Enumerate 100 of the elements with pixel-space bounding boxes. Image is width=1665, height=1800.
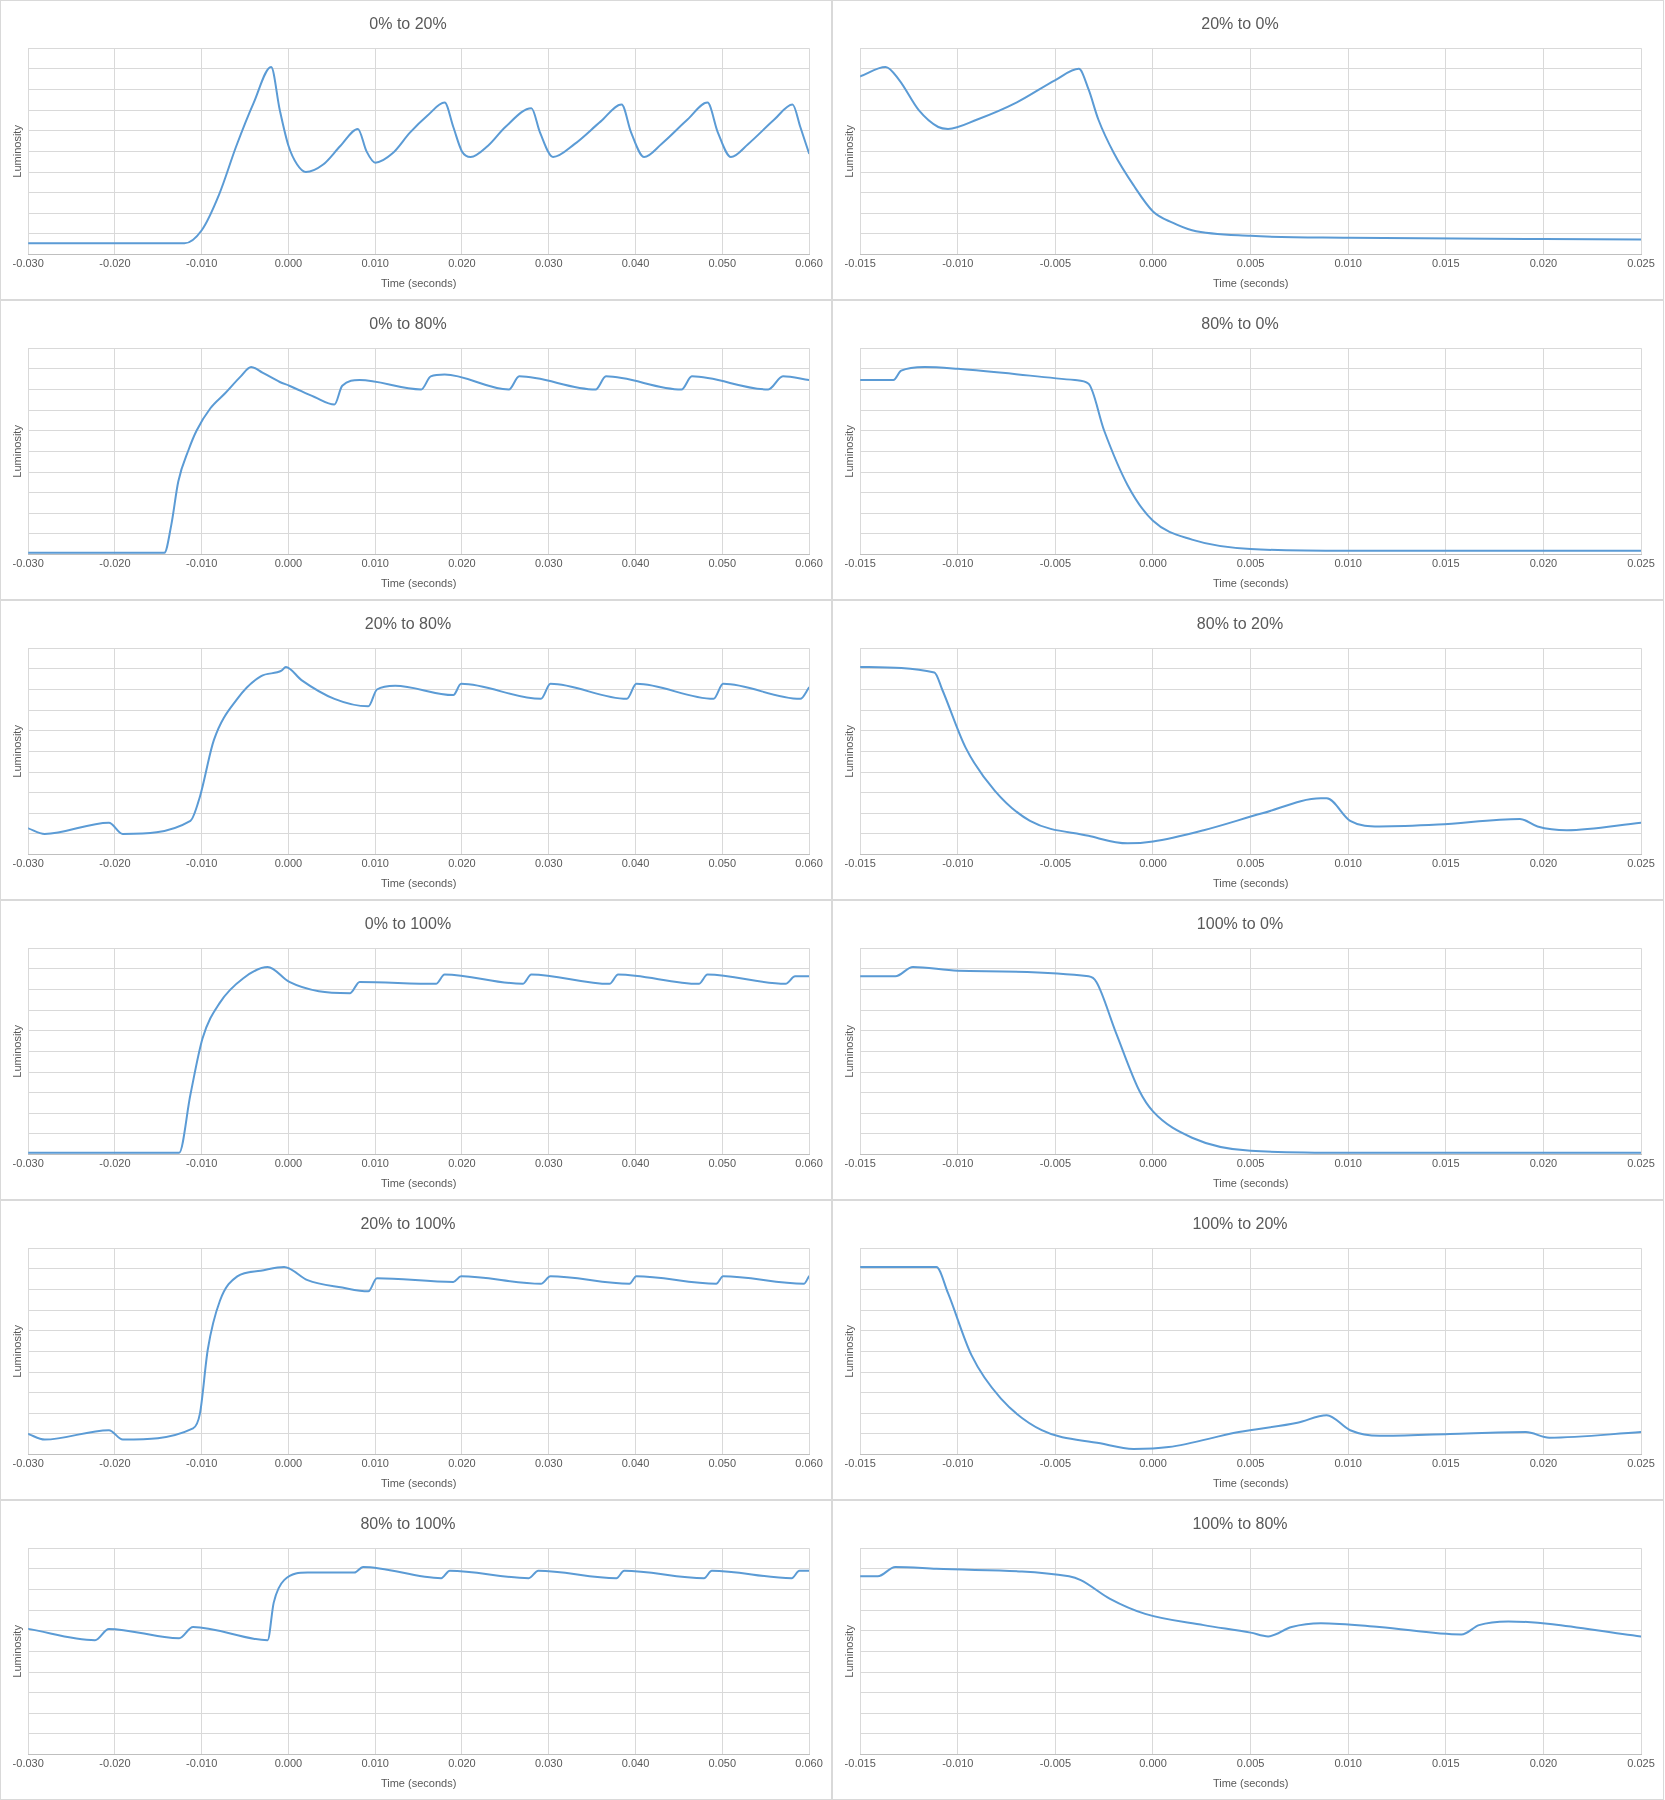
x-tick-label: 0.010	[1334, 557, 1362, 570]
x-tick-label: -0.030	[12, 1757, 44, 1770]
y-axis-title: Luminosity	[842, 1324, 855, 1378]
x-tick-label: -0.005	[1039, 1757, 1071, 1770]
x-tick-label: 0.060	[795, 857, 823, 870]
x-tick-label: 0.050	[708, 1157, 737, 1170]
chart-title: 0% to 20%	[369, 15, 447, 33]
x-tick-label: 0.020	[448, 257, 476, 270]
y-axis-title: Luminosity	[10, 1624, 23, 1678]
x-tick-label: 0.025	[1627, 1157, 1655, 1170]
y-axis-title: Luminosity	[10, 1024, 23, 1078]
y-axis-title: Luminosity	[10, 1324, 23, 1378]
x-tick-label: 0.015	[1432, 1457, 1460, 1470]
chart-title: 80% to 0%	[1201, 315, 1279, 333]
x-tick-label: 0.050	[708, 1457, 737, 1470]
x-tick-label: 0.040	[621, 257, 650, 270]
x-tick-label: 0.010	[361, 257, 389, 270]
x-tick-label: 0.000	[274, 1157, 303, 1170]
x-tick-label: 0.030	[534, 557, 563, 570]
x-axis-title: Time (seconds)	[1212, 277, 1289, 290]
x-tick-label: 0.000	[1139, 257, 1167, 270]
chart-title: 80% to 20%	[1196, 615, 1284, 633]
x-tick-label: 0.005	[1236, 1757, 1265, 1770]
x-tick-label: 0.060	[795, 257, 823, 270]
x-tick-label: 0.060	[795, 1157, 823, 1170]
x-axis-title: Time (seconds)	[380, 277, 457, 290]
x-tick-label: -0.010	[186, 257, 218, 270]
chart-title: 80% to 100%	[360, 1515, 456, 1533]
x-tick-label: 0.020	[1529, 1457, 1558, 1470]
x-tick-label: 0.050	[708, 857, 737, 870]
y-axis-title: Luminosity	[10, 424, 23, 478]
x-tick-label: 0.010	[1334, 1457, 1362, 1470]
y-axis-title: Luminosity	[842, 124, 855, 178]
x-tick-label: 0.020	[448, 857, 476, 870]
x-tick-label: 0.050	[708, 1757, 737, 1770]
x-tick-label: 0.005	[1236, 857, 1265, 870]
x-tick-label: -0.010	[186, 1457, 218, 1470]
y-axis-title: Luminosity	[842, 1624, 855, 1678]
x-tick-label: -0.020	[99, 1157, 131, 1170]
x-tick-label: 0.040	[621, 557, 650, 570]
x-tick-label: 0.030	[534, 1457, 563, 1470]
x-tick-label: -0.005	[1039, 257, 1071, 270]
x-tick-label: 0.060	[795, 1457, 823, 1470]
y-axis-title: Luminosity	[842, 1024, 855, 1078]
x-tick-label: 0.005	[1236, 1157, 1265, 1170]
chart-title: 0% to 100%	[364, 915, 452, 933]
x-tick-label: 0.010	[1334, 1757, 1362, 1770]
x-tick-label: 0.000	[1139, 1457, 1167, 1470]
chart-title: 100% to 0%	[1196, 915, 1284, 933]
x-tick-label: -0.030	[12, 1157, 44, 1170]
x-tick-label: 0.020	[1529, 1757, 1558, 1770]
x-tick-label: 0.020	[1529, 1157, 1558, 1170]
x-tick-label: 0.020	[448, 1457, 476, 1470]
x-tick-label: 0.010	[361, 857, 389, 870]
x-tick-label: 0.040	[621, 1757, 650, 1770]
x-tick-label: -0.015	[844, 1157, 876, 1170]
x-tick-label: 0.000	[274, 257, 303, 270]
x-tick-label: 0.000	[274, 557, 303, 570]
x-tick-label: 0.015	[1432, 857, 1460, 870]
x-tick-label: 0.000	[274, 1757, 303, 1770]
chart-title: 20% to 100%	[360, 1215, 456, 1233]
x-tick-label: -0.020	[99, 857, 131, 870]
y-axis-title: Luminosity	[10, 724, 23, 778]
x-tick-label: 0.000	[1139, 1757, 1167, 1770]
x-axis-title: Time (seconds)	[1212, 1177, 1289, 1190]
y-axis-title: Luminosity	[10, 124, 23, 178]
x-tick-label: 0.005	[1236, 557, 1265, 570]
x-tick-label: -0.010	[186, 1757, 218, 1770]
x-tick-label: -0.020	[99, 557, 131, 570]
x-tick-label: -0.010	[186, 857, 218, 870]
x-tick-label: -0.010	[942, 257, 974, 270]
x-tick-label: 0.000	[1139, 857, 1167, 870]
x-tick-label: 0.010	[361, 1157, 389, 1170]
x-axis-title: Time (seconds)	[380, 1477, 457, 1490]
x-tick-label: 0.025	[1627, 557, 1655, 570]
x-tick-label: 0.000	[1139, 557, 1167, 570]
x-tick-label: 0.025	[1627, 1457, 1655, 1470]
x-tick-label: 0.040	[621, 1157, 650, 1170]
x-axis-title: Time (seconds)	[380, 877, 457, 890]
x-tick-label: 0.030	[534, 257, 563, 270]
x-tick-label: 0.020	[1529, 557, 1558, 570]
x-tick-label: 0.015	[1432, 1757, 1460, 1770]
x-tick-label: 0.010	[361, 1457, 389, 1470]
x-tick-label: -0.015	[844, 1757, 876, 1770]
x-tick-label: 0.020	[1529, 857, 1558, 870]
x-tick-label: 0.010	[361, 557, 389, 570]
x-tick-label: 0.025	[1627, 257, 1655, 270]
x-tick-label: 0.005	[1236, 1457, 1265, 1470]
x-tick-label: -0.010	[942, 1757, 974, 1770]
x-axis-title: Time (seconds)	[1212, 577, 1289, 590]
y-axis-title: Luminosity	[842, 724, 855, 778]
x-axis-title: Time (seconds)	[1212, 1777, 1289, 1790]
x-tick-label: -0.015	[844, 257, 876, 270]
x-tick-label: -0.015	[844, 557, 876, 570]
x-tick-label: -0.010	[186, 1157, 218, 1170]
x-tick-label: 0.000	[1139, 1157, 1167, 1170]
x-tick-label: -0.010	[942, 1457, 974, 1470]
x-tick-label: -0.030	[12, 1457, 44, 1470]
x-tick-label: 0.050	[708, 257, 737, 270]
x-tick-label: 0.060	[795, 557, 823, 570]
